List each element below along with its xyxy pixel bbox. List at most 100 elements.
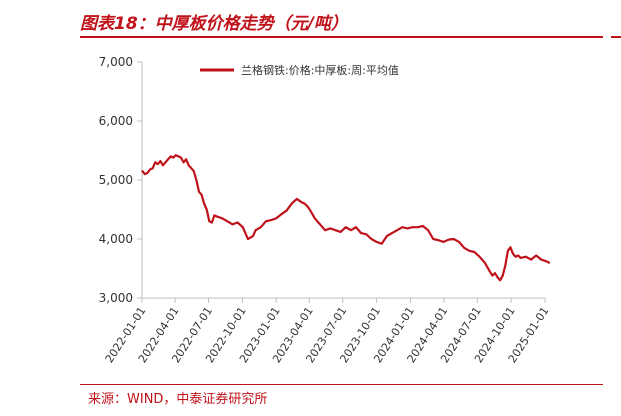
data-point — [303, 202, 306, 205]
data-point — [375, 241, 378, 243]
data-point — [149, 168, 152, 171]
data-point — [226, 220, 229, 223]
title-rule — [80, 36, 603, 38]
data-point — [236, 221, 239, 224]
data-point — [141, 170, 144, 173]
y-tick-label: 7,000 — [99, 55, 133, 69]
data-point — [252, 235, 254, 238]
data-point — [298, 199, 301, 202]
data-point — [313, 217, 316, 220]
data-point — [167, 158, 170, 161]
data-point — [530, 258, 532, 261]
data-point — [205, 208, 208, 211]
data-point — [437, 239, 440, 242]
data-point — [329, 227, 332, 230]
data-point — [499, 279, 501, 282]
data-point — [285, 209, 288, 212]
data-point — [491, 274, 494, 277]
data-point — [324, 229, 326, 232]
data-point — [458, 241, 460, 243]
data-point — [159, 160, 162, 163]
data-point — [463, 246, 465, 249]
data-point — [241, 226, 244, 229]
y-tick-label: 5,000 — [99, 173, 133, 187]
data-point — [162, 164, 164, 167]
data-point — [525, 255, 527, 258]
data-point — [360, 232, 362, 235]
data-point — [200, 193, 203, 196]
data-point — [350, 229, 352, 232]
data-point — [344, 226, 347, 229]
data-point — [187, 164, 190, 167]
data-point — [231, 223, 234, 226]
data-point — [308, 208, 311, 211]
data-point — [180, 156, 182, 159]
data-point — [509, 246, 512, 249]
data-point — [386, 235, 388, 238]
data-point — [432, 238, 435, 240]
data-point — [494, 272, 496, 275]
data-point — [208, 220, 211, 223]
data-point — [535, 254, 538, 257]
data-point — [169, 155, 172, 158]
data-point — [301, 201, 303, 204]
data-point — [190, 167, 193, 170]
data-point — [488, 270, 491, 273]
data-point — [370, 238, 373, 240]
data-point — [146, 172, 149, 174]
data-point — [156, 163, 159, 166]
data-point — [164, 161, 167, 164]
data-point — [182, 161, 185, 164]
data-point — [174, 154, 177, 157]
data-point — [517, 254, 520, 257]
source-rule — [80, 384, 603, 385]
data-point — [221, 217, 224, 220]
data-point — [270, 219, 272, 222]
source-note: 来源：WIND，中泰证券研究所 — [88, 392, 268, 407]
data-point — [452, 238, 455, 240]
data-point — [192, 170, 195, 173]
data-point — [280, 213, 283, 216]
data-point — [473, 251, 476, 253]
data-point — [483, 261, 486, 264]
data-point — [211, 221, 213, 224]
data-point — [306, 205, 308, 207]
data-point — [177, 155, 180, 158]
data-point — [545, 260, 548, 263]
data-point — [295, 198, 298, 200]
data-point — [365, 233, 368, 236]
data-point — [144, 173, 146, 176]
data-point — [391, 232, 393, 235]
data-point — [401, 226, 404, 229]
data-point — [195, 179, 198, 181]
data-point — [216, 215, 218, 218]
data-point — [185, 158, 188, 161]
data-point — [290, 202, 293, 205]
data-point — [496, 276, 499, 279]
data-point — [203, 202, 206, 205]
data-point — [339, 231, 342, 233]
data-point — [334, 229, 337, 232]
data-point — [504, 264, 507, 267]
data-point — [447, 238, 450, 241]
data-point — [512, 252, 514, 255]
data-point — [198, 190, 200, 193]
data-point — [259, 226, 262, 229]
data-point — [501, 274, 504, 277]
data-point — [380, 242, 383, 245]
data-point — [548, 261, 550, 264]
data-point — [416, 226, 419, 229]
data-point — [442, 241, 445, 243]
data-point — [507, 249, 509, 252]
data-point — [275, 217, 278, 220]
data-point — [151, 167, 154, 170]
data-point — [406, 227, 409, 230]
data-point — [355, 226, 357, 229]
data-point — [154, 161, 157, 164]
data-point — [411, 226, 414, 229]
legend-label: 兰格钢铁:价格:中厚板:周:平均值 — [241, 63, 399, 77]
chart-legend: 兰格钢铁:价格:中厚板:周:平均值 — [200, 63, 399, 77]
data-point — [514, 255, 517, 258]
chart-plot-area — [141, 154, 551, 282]
